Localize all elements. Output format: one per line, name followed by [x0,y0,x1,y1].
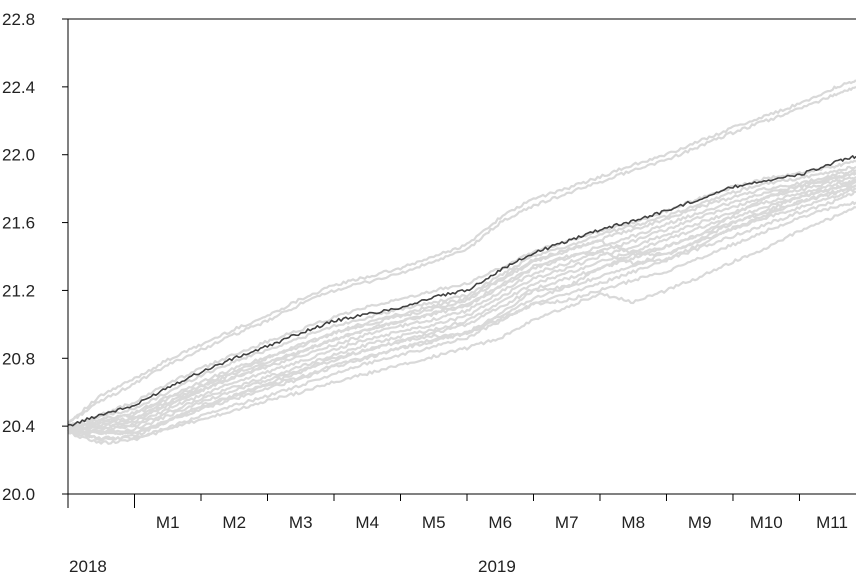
band-series-line-11 [67,184,856,432]
year-labels: 2018 2019 [69,557,516,576]
y-tick-label: 22.0 [2,146,35,165]
band-series-line-16 [67,200,856,442]
x-tick-label: M10 [750,513,783,532]
band-series-line-10 [68,180,856,430]
band-series-line-13 [67,190,856,441]
band-series-line-2 [67,85,856,424]
x-tick-label: M8 [621,513,645,532]
main-series-line [67,155,856,427]
x-tick-label: M4 [355,513,379,532]
band-series-line-4 [67,168,856,429]
band-series-line-1 [67,79,856,425]
x-axis-ticks: M1 M2 M3 M4 M5 M6 M7 M8 M9 M10 M11 [67,494,848,532]
x-tick-label: M2 [222,513,246,532]
x-tick-label: M9 [688,513,712,532]
band-series-line-5 [67,172,856,429]
band-series-line-3 [67,165,856,428]
y-tick-label: 20.0 [2,485,35,504]
x-tick-label: M6 [488,513,512,532]
y-tick-label: 20.8 [2,349,35,368]
band-series-line-17 [67,206,856,445]
band-series-line-7 [67,178,856,432]
axes-layer [67,18,856,495]
y-tick-label: 22.4 [2,78,35,97]
main-series-layer [67,155,856,427]
x-tick-label: M7 [555,513,579,532]
year-label: 2018 [69,557,107,576]
year-label: 2019 [478,557,516,576]
x-tick-label: M5 [422,513,446,532]
x-tick-label: M1 [156,513,180,532]
x-tick-label: M3 [289,513,313,532]
x-tick-label: M11 [816,513,848,532]
y-tick-label: 21.2 [2,281,35,300]
y-axis-ticks: 20.0 20.4 20.8 21.2 21.6 22.0 22.4 22.8 [2,10,68,504]
y-tick-label: 22.8 [2,10,35,29]
y-tick-label: 21.6 [2,214,35,233]
band-series-line-6 [67,176,856,432]
y-tick-label: 20.4 [2,417,35,436]
band-series-layer [67,79,856,445]
band-series-line-15 [67,159,856,429]
